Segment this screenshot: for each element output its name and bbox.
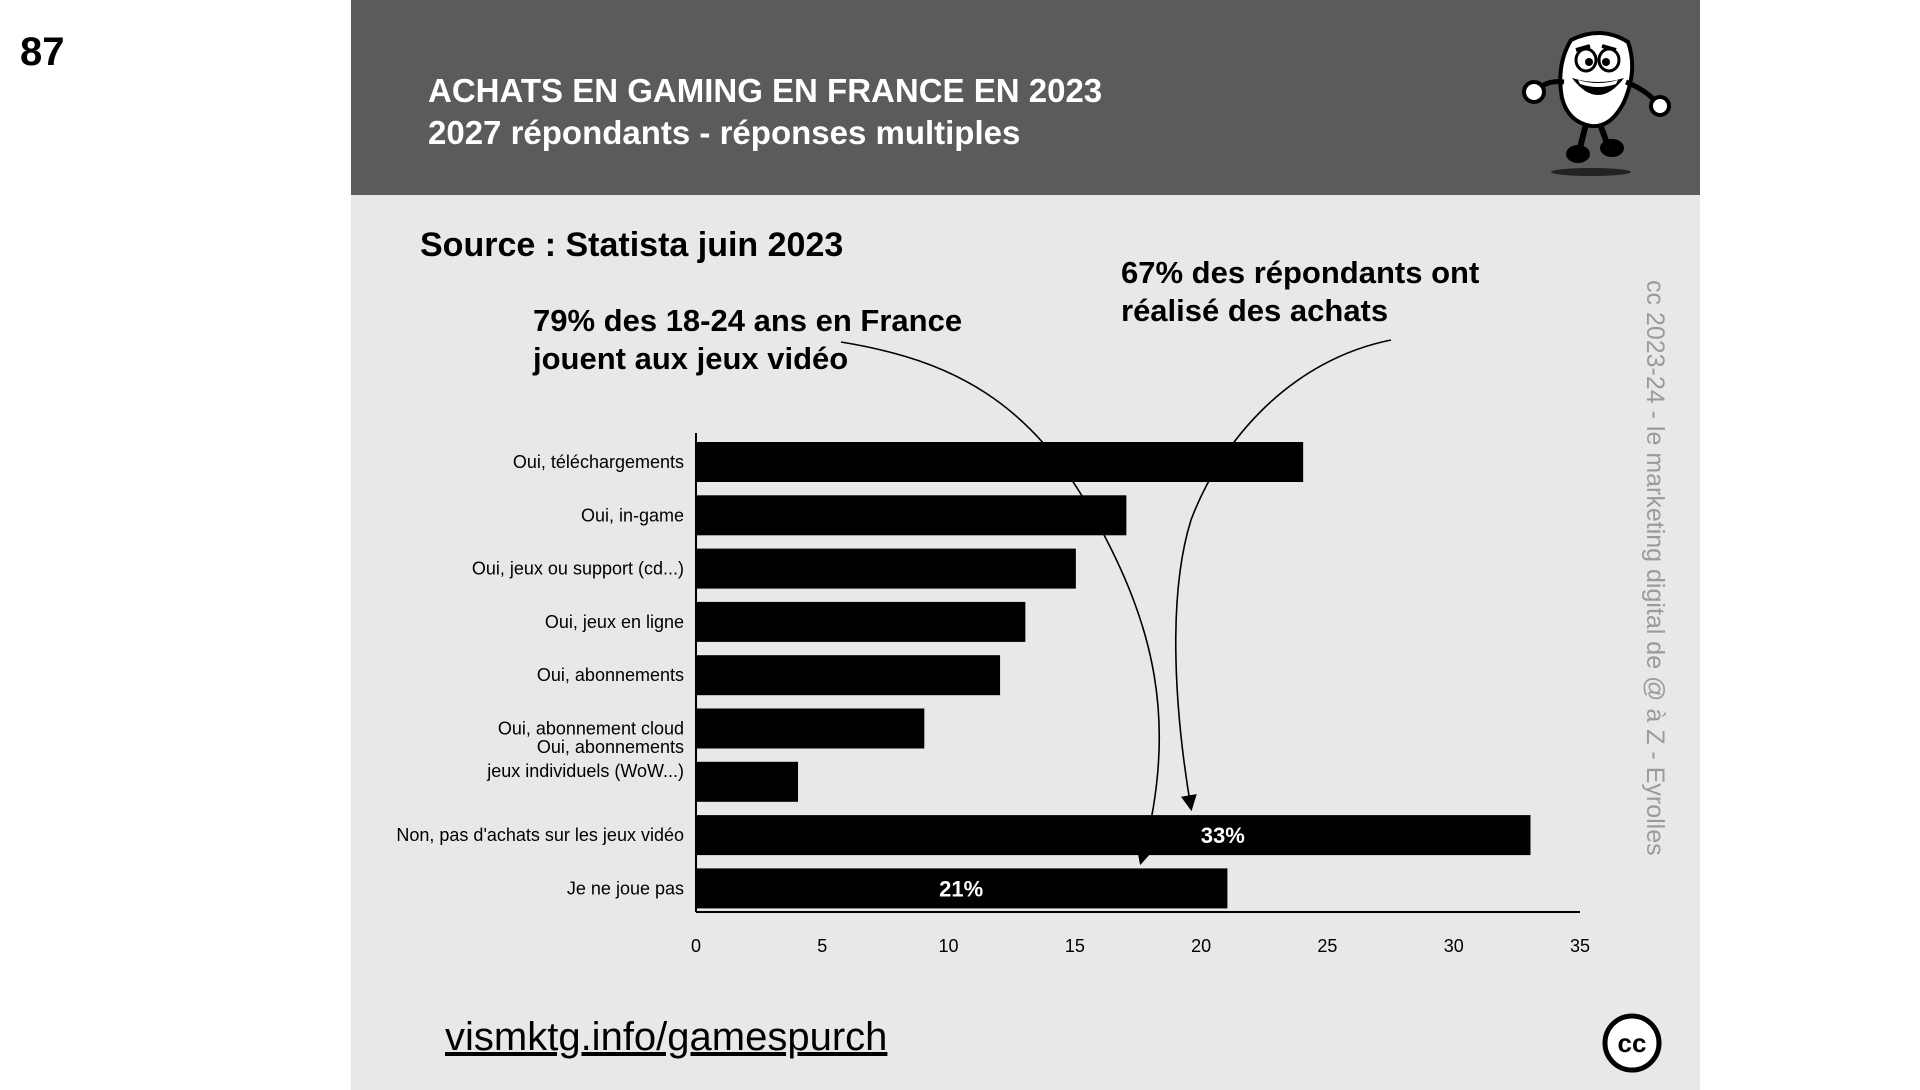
- copyright-watermark: cc 2023-24 - le marketing digital de @ à…: [1641, 280, 1669, 856]
- slide: ACHATS EN GAMING EN FRANCE EN 2023 2027 …: [351, 0, 1700, 1090]
- x-tick-4: 20: [1191, 936, 1211, 956]
- cc-label: cc: [1618, 1028, 1647, 1058]
- arrow-young-players: [840, 341, 1161, 866]
- bar-chart: Oui, téléchargements Oui, in-game Oui, jeu…: [396, 339, 1590, 956]
- data-labels: 33% 21%: [939, 823, 1245, 901]
- data-label-8: 21%: [939, 876, 983, 901]
- x-tick-0: 0: [691, 936, 701, 956]
- annotation-purchasers: 67% des répondants ont réalisé des achat…: [1121, 254, 1479, 330]
- x-tick-3: 15: [1065, 936, 1085, 956]
- bar-4: [697, 655, 1001, 696]
- x-tick-1: 5: [817, 936, 827, 956]
- x-tick-6: 30: [1444, 936, 1464, 956]
- category-label-8: Je ne joue pas: [567, 878, 684, 898]
- bar-3: [697, 601, 1026, 642]
- creative-commons-icon: cc: [1602, 1013, 1662, 1073]
- bar-7: [697, 815, 1531, 856]
- slide-title: ACHATS EN GAMING EN FRANCE EN 2023: [428, 72, 1103, 109]
- annotation-young-players-line1: 79% des 18-24 ans en France: [533, 303, 963, 338]
- bar-1: [697, 495, 1127, 536]
- watermark-text: cc 2023-24 - le marketing digital de @ à…: [1641, 280, 1669, 856]
- category-label-0: Oui, téléchargements: [513, 452, 684, 472]
- page-number: 87: [20, 30, 65, 74]
- category-label-4: Oui, abonnements: [537, 665, 684, 685]
- bar-0: [697, 442, 1304, 482]
- annotation-young-players: 79% des 18-24 ans en France jouent aux j…: [533, 302, 962, 378]
- source-note: Source : Statista juin 2023: [420, 226, 844, 264]
- annotation-purchasers-line1: 67% des répondants ont: [1121, 255, 1480, 290]
- bar-8: [697, 868, 1228, 909]
- bar-5: [697, 708, 925, 749]
- category-label-1: Oui, in-game: [581, 505, 684, 525]
- arrow-purchasers: [1174, 339, 1392, 812]
- x-tick-2: 10: [939, 936, 959, 956]
- category-label-5: Oui, abonnement cloud: [498, 719, 684, 739]
- slide-header: ACHATS EN GAMING EN FRANCE EN 2023 2027 …: [351, 0, 1700, 195]
- x-axis-ticks: 0 5 10 15 20 25 30 35: [691, 936, 1590, 956]
- category-label-3: Oui, jeux en ligne: [545, 612, 684, 632]
- source-link[interactable]: vismktg.info/gamespurch: [445, 1015, 888, 1059]
- category-label-2: Oui, jeux ou support (cd...): [472, 559, 684, 579]
- bars-layer: [697, 442, 1531, 909]
- category-label-7: Non, pas d'achats sur les jeux vidéo: [396, 825, 684, 845]
- bar-6: [697, 761, 799, 802]
- bar-2: [697, 548, 1076, 589]
- x-tick-7: 35: [1570, 936, 1590, 956]
- category-labels: Oui, téléchargements Oui, in-game Oui, jeu…: [396, 452, 684, 898]
- x-tick-5: 25: [1317, 936, 1337, 956]
- annotation-purchasers-line2: réalisé des achats: [1121, 293, 1389, 328]
- category-label-6-0: Oui, abonnements: [537, 737, 684, 757]
- slide-subtitle: 2027 répondants - réponses multiples: [428, 114, 1021, 151]
- annotation-young-players-line2: jouent aux jeux vidéo: [533, 341, 849, 376]
- data-label-7: 33%: [1201, 823, 1245, 848]
- cartoon-mascot-icon: [1522, 31, 1671, 176]
- category-label-6-1: jeux individuels (WoW...): [486, 761, 684, 781]
